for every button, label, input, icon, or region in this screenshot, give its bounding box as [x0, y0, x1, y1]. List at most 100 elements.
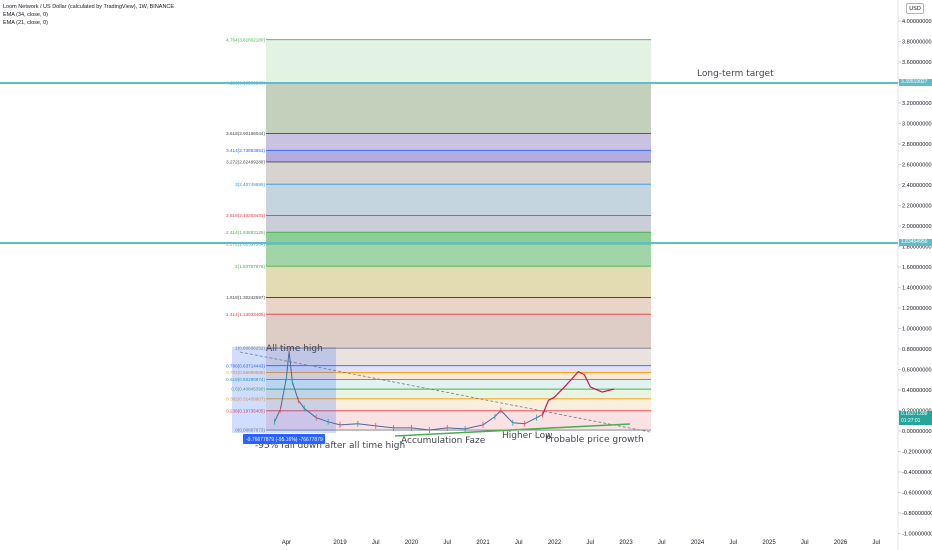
fall-down-label: -95% fall down after all time high — [255, 441, 405, 451]
fib-level-label: 0(0.00867673) — [235, 428, 265, 433]
fib-level-label: 0.786(0.63714443) — [226, 363, 265, 368]
target-price-badge-2: 1.83454956 — [899, 239, 932, 247]
fib-extension-bands — [266, 39, 651, 431]
price-tick-label: 1.20000000 — [902, 306, 932, 312]
fib-band — [266, 410, 651, 431]
fib-level-label: 0.236(0.19735405) — [226, 408, 265, 413]
fib-band — [266, 372, 651, 380]
price-tick-label: -0.20000000 — [902, 450, 932, 456]
time-tick-label: Jul — [658, 540, 666, 546]
all-time-high-label: All time high — [266, 344, 323, 354]
price-tick-label: -1.00000000 — [902, 532, 932, 538]
time-tick-label: Jul — [515, 540, 523, 546]
time-tick-label: Jul — [801, 540, 809, 546]
price-tick-label: 2.20000000 — [902, 204, 932, 210]
price-axis[interactable]: 4.000000003.800000003.600000003.40000000… — [898, 19, 932, 538]
price-tick-label: 1.60000000 — [902, 265, 932, 271]
fib-level-label: 3(2.40749699) — [235, 182, 265, 187]
fib-band — [266, 161, 651, 185]
fib-band — [266, 133, 651, 151]
measure-label-badge: -0.76677879 (-95.16%) -76677879 — [243, 434, 325, 444]
time-tick-label: Jul — [443, 540, 451, 546]
time-tick-label: Apr — [282, 540, 291, 546]
fib-level-label: 3.618(2.90166044) — [226, 131, 265, 136]
price-series — [274, 348, 543, 433]
price-tick-label: 0.60000000 — [902, 368, 932, 374]
fib-band — [266, 215, 651, 233]
time-tick-label: Jul — [372, 540, 380, 546]
price-tick-label: 1.80000000 — [902, 245, 932, 251]
svg-text:-0.76677879 (-95.16%) -7667787: -0.76677879 (-95.16%) -76677879 — [246, 437, 323, 443]
fib-level-label: 0.618(0.50280874) — [226, 377, 265, 382]
fib-band — [266, 243, 651, 267]
fib-level-label: 2.618(2.10203431) — [226, 213, 265, 218]
fib-level-label: 4.764(3.81802180) — [226, 37, 265, 42]
price-tick-label: 3.20000000 — [902, 101, 932, 107]
time-tick-label: Jul — [729, 540, 737, 546]
price-tick-label: 0.40000000 — [902, 388, 932, 394]
price-tick-label: 3.60000000 — [902, 60, 932, 66]
time-axis[interactable]: Apr 2019 Jul 2020 Jul 2021 Jul 2022 Jul 2023 Jul 20… — [282, 540, 880, 546]
time-tick-label: 2026 — [834, 540, 848, 546]
probable-price-path[interactable] — [542, 371, 615, 415]
price-tick-label: 1.40000000 — [902, 286, 932, 292]
price-line — [274, 351, 543, 431]
fib-level-label: 0.702(0.56999586) — [226, 370, 265, 375]
fib-band — [266, 266, 651, 298]
price-tick-label: 3.00000000 — [902, 122, 932, 128]
fib-band — [266, 297, 651, 315]
fib-level-label: 2.272(1.82537564) — [226, 241, 265, 246]
fib-level-label: 3.272(2.62499288) — [226, 160, 265, 165]
chart-title: Loom Network / US Dollar (calculated by … — [3, 4, 175, 10]
price-tick-label: 1.00000000 — [902, 327, 932, 333]
current-price-badge: 0.16371289 01:27:01 — [899, 410, 932, 425]
time-tick-label: 2023 — [619, 540, 633, 546]
price-tick-label: 2.60000000 — [902, 163, 932, 169]
accumulation-label: Accumulation Faze — [401, 436, 486, 446]
time-tick-label: 2022 — [548, 540, 562, 546]
fib-band — [266, 150, 651, 162]
projection-path[interactable] — [542, 371, 615, 415]
price-tick-label: 3.80000000 — [902, 40, 932, 46]
fib-band — [266, 314, 651, 349]
ascending-support-line[interactable] — [394, 423, 631, 437]
currency-button[interactable]: USD — [906, 3, 924, 14]
fib-band — [266, 365, 651, 373]
time-tick-label: 2024 — [691, 540, 705, 546]
ema-34-indicator[interactable]: EMA (34, close, 0) — [3, 12, 48, 18]
time-tick-label: 2021 — [476, 540, 490, 546]
fib-band — [266, 379, 651, 390]
price-tick-label: 2.80000000 — [902, 142, 932, 148]
fib-level-label: 1.618(1.30242597) — [226, 295, 265, 300]
fib-band — [266, 232, 651, 244]
fib-level-label: 2(1.60787976) — [235, 264, 265, 269]
fib-level-label: 3.414(2.73853853) — [226, 148, 265, 153]
price-tick-label: 2.40000000 — [902, 183, 932, 189]
price-tick-label: 2.00000000 — [902, 224, 932, 230]
fib-level-label: 2.414(1.93893129) — [226, 230, 265, 235]
fib-band — [266, 83, 651, 134]
time-tick-label: 2025 — [762, 540, 776, 546]
time-tick-label: 2020 — [405, 540, 419, 546]
fib-band — [266, 398, 651, 411]
time-tick-label: Jul — [872, 540, 880, 546]
target-price-badge-1: 3.39519027 — [899, 79, 932, 87]
fib-level-label: 0.382(0.31409907) — [226, 396, 265, 401]
price-tick-label: 4.00000000 — [902, 19, 932, 25]
price-tick-label: 0.80000000 — [902, 347, 932, 353]
fib-band — [266, 39, 651, 84]
price-tick-label: -0.40000000 — [902, 470, 932, 476]
price-tick-label: -0.60000000 — [902, 491, 932, 497]
fib-band — [266, 389, 651, 399]
time-tick-label: 2019 — [333, 540, 347, 546]
price-tick-label: 0.00000000 — [902, 429, 932, 435]
long-term-target-label: Long-term target — [697, 69, 774, 79]
fib-level-label: 1.414(1.13933405) — [226, 312, 265, 317]
fib-band — [266, 184, 651, 216]
ema-21-indicator[interactable]: EMA (21, close, 0) — [3, 20, 48, 26]
probable-growth-label: Probable price growth — [545, 435, 644, 445]
time-tick-label: Jul — [586, 540, 594, 546]
fib-level-label: 1(0.80836252) — [235, 346, 265, 351]
fib-level-label: 0.5(0.40845390) — [231, 387, 265, 392]
